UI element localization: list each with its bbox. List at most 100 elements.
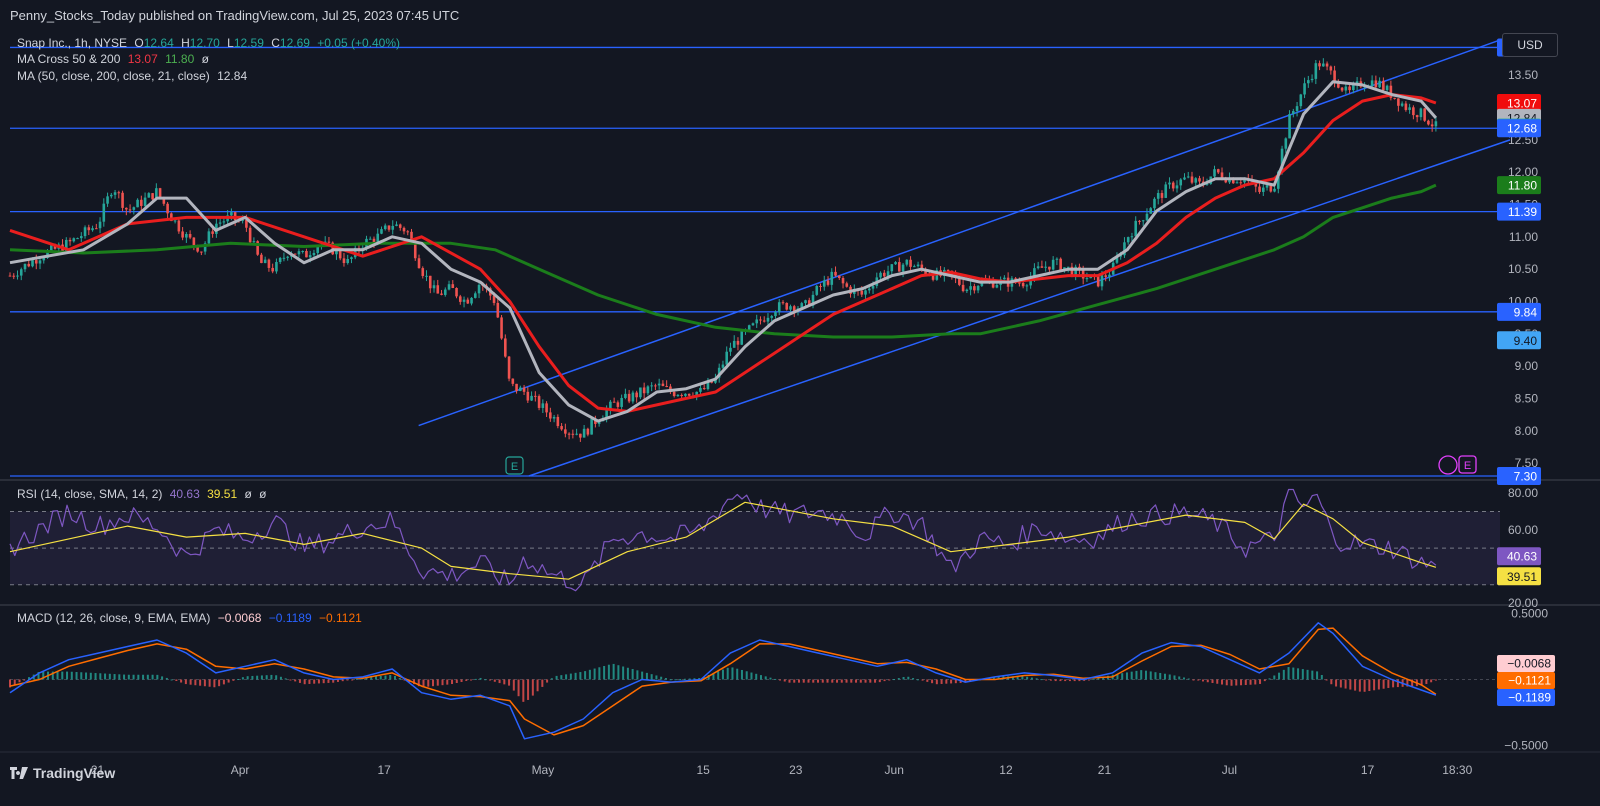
candle-body — [556, 416, 560, 427]
legend-h: 12.70 — [189, 36, 220, 50]
candle-body — [207, 231, 211, 244]
candle-body — [1156, 193, 1160, 199]
candle-body — [631, 392, 635, 402]
macd-histogram-bar — [850, 679, 853, 683]
macd-histogram-bar — [584, 671, 587, 680]
candle-body — [890, 264, 894, 272]
macd-histogram-bar — [327, 679, 330, 683]
candle-body — [436, 285, 440, 294]
rsi-badge-label: 40.63 — [1507, 550, 1537, 564]
candle-body — [594, 419, 597, 424]
earnings-marker-icon: E — [505, 456, 524, 475]
macd-histogram-bar — [1325, 679, 1328, 681]
candle-body — [211, 231, 214, 234]
macd-histogram-bar — [726, 667, 729, 680]
candle-body — [792, 306, 796, 312]
macd-histogram-bar — [1249, 679, 1252, 685]
candle-body — [278, 257, 282, 263]
candle-body — [819, 285, 822, 287]
candle-body — [72, 238, 76, 242]
candle-body — [466, 299, 470, 304]
candle-body — [147, 193, 151, 198]
macd-histogram-bar — [132, 674, 135, 680]
macd-histogram-bar — [1140, 670, 1143, 680]
candle-body — [913, 266, 916, 268]
price-badge — [1497, 467, 1541, 485]
ma-value: 12.84 — [217, 69, 248, 83]
price-legend: Snap Inc., 1h, NYSE O12.64 H12.70 L12.59… — [17, 36, 408, 50]
candle-body — [654, 385, 657, 387]
candle-body — [443, 289, 447, 295]
macd-histogram-bar — [893, 679, 896, 681]
channel-line — [418, 35, 1511, 427]
candle-body — [886, 271, 890, 277]
candle-body — [387, 225, 391, 230]
candle-body — [188, 234, 192, 238]
candle-body — [248, 227, 252, 243]
macd-histogram-bar — [950, 679, 953, 684]
macd-histogram-bar — [883, 679, 886, 682]
macd-histogram-bar — [541, 679, 544, 687]
macd-histogram-bar — [1392, 679, 1395, 688]
macd-histogram-bar — [1173, 675, 1176, 680]
currency-button[interactable]: USD — [1502, 33, 1558, 57]
macd-histogram-bar — [403, 679, 406, 681]
price-badge-label: 12.68 — [1507, 122, 1537, 136]
candle-body — [1310, 78, 1314, 81]
candle-body — [635, 392, 638, 398]
candle-body — [1138, 220, 1141, 222]
macd-histogram-bar — [365, 677, 368, 680]
candle-body — [822, 280, 826, 287]
candle-body — [200, 251, 203, 253]
macd-v3: −0.1121 — [318, 611, 362, 625]
candle-body — [507, 356, 511, 379]
macd-histogram-bar — [66, 671, 69, 680]
candle-body — [173, 220, 177, 222]
candle-body — [305, 250, 308, 258]
macd-histogram-bar — [1178, 676, 1181, 680]
macd-histogram-bar — [1211, 679, 1214, 683]
macd-histogram-bar — [265, 675, 268, 680]
macd-histogram-bar — [351, 679, 354, 681]
macd-histogram-bar — [51, 671, 54, 680]
macd-histogram-bar — [465, 679, 468, 681]
macd-histogram-bar — [432, 679, 435, 687]
candle-body — [687, 393, 691, 396]
macd-histogram-bar — [417, 679, 420, 687]
candle-body — [991, 280, 995, 288]
candle-body — [383, 225, 387, 230]
candle-body — [1307, 80, 1310, 84]
candle-body — [909, 259, 912, 267]
macd-histogram-bar — [1045, 679, 1048, 681]
candle-body — [1370, 80, 1374, 87]
macd-histogram-bar — [935, 679, 938, 685]
y-tick-label: 13.50 — [1508, 68, 1538, 82]
candle-body — [575, 433, 578, 435]
y-tick-label: 11.00 — [1509, 230, 1538, 244]
macd-histogram-bar — [912, 678, 915, 680]
macd-histogram-bar — [607, 664, 610, 680]
candle-body — [428, 275, 432, 289]
tradingview-logo[interactable]: TradingView — [10, 765, 115, 781]
candle-body — [530, 395, 533, 401]
candle-body — [920, 264, 924, 269]
channel-line — [528, 139, 1511, 477]
macd-histogram-bar — [213, 679, 216, 688]
candle-body — [132, 207, 136, 210]
candle-body — [834, 271, 837, 276]
candle-body — [781, 302, 785, 304]
candle-body — [526, 391, 530, 401]
candle-body — [898, 262, 901, 272]
price-badge — [1497, 302, 1541, 321]
macd-histogram-bar — [275, 675, 278, 680]
tradingview-logo-icon — [10, 766, 28, 779]
macd-histogram-bar — [869, 679, 872, 683]
macd-histogram-bar — [655, 675, 658, 680]
candle-body — [432, 285, 436, 289]
macd-histogram-bar — [531, 679, 534, 696]
macd-histogram-bar — [897, 678, 900, 680]
earnings-marker-frame — [505, 456, 524, 475]
macd-histogram-bar — [717, 671, 720, 680]
macd-histogram-bar — [1358, 679, 1361, 692]
